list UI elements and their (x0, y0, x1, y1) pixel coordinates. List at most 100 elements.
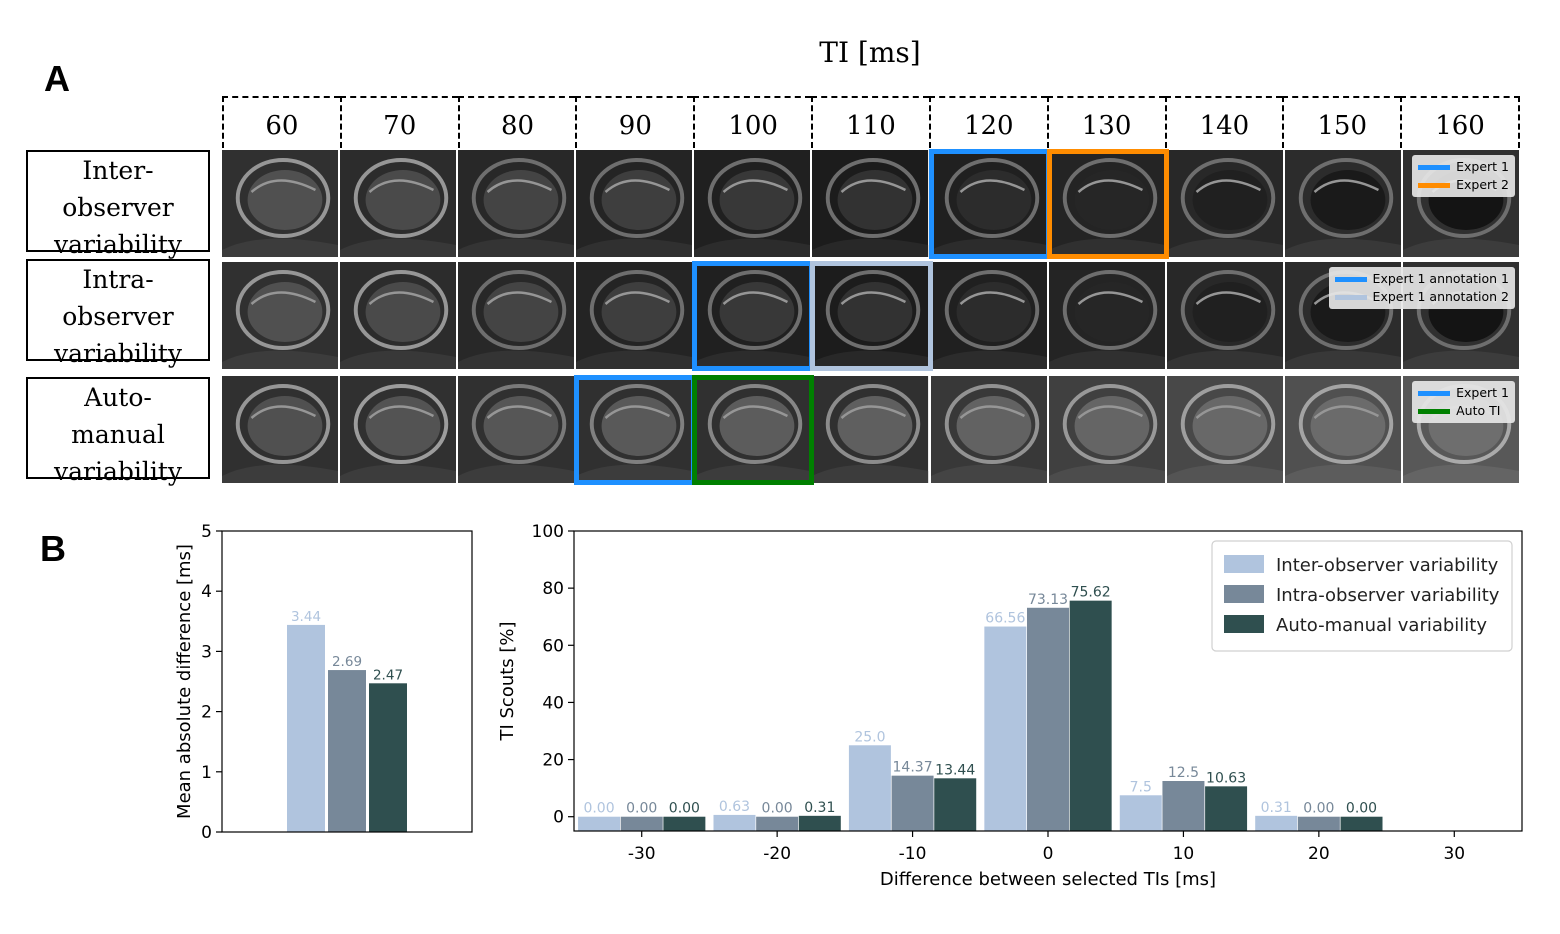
mri-image-tile (694, 376, 813, 483)
bar (1119, 795, 1162, 831)
mri-image-tile (930, 376, 1049, 483)
row-legend: Expert 1 annotation 1 Expert 1 annotation… (1328, 267, 1515, 309)
bar-value-label: 25.0 (854, 729, 885, 745)
ti-column-header: 150 (1282, 96, 1401, 148)
legend-label: Intra-observer variability (1276, 585, 1500, 606)
bar (891, 775, 934, 831)
row-label-line: Intra- (82, 265, 154, 294)
x-tick-label: 30 (1443, 844, 1465, 864)
ti-column-header: 140 (1164, 96, 1283, 148)
bar (663, 816, 706, 831)
row-label-line: Inter- (82, 156, 154, 185)
ti-column-header: 130 (1046, 96, 1165, 148)
bar-value-label: 0.00 (762, 801, 793, 817)
row-legend-item: Expert 1 annotation 2 (1334, 288, 1509, 306)
x-tick-label: 20 (1308, 844, 1330, 864)
y-tick-label: 40 (542, 693, 564, 713)
bar (1205, 786, 1248, 831)
mri-image-tile (222, 376, 341, 483)
row-legend-item: Expert 1 (1418, 158, 1509, 176)
mri-image-tile (458, 150, 577, 257)
x-tick-label: 0 (1043, 844, 1054, 864)
legend-label: Expert 1 (1456, 385, 1509, 400)
bar (934, 778, 977, 831)
y-tick-label: 5 (201, 522, 212, 542)
mri-image-tile (222, 150, 341, 257)
y-tick-label: 0 (553, 808, 564, 828)
row-label-line: Auto- (84, 383, 152, 412)
ti-column-header: 100 (693, 96, 812, 148)
row-label-line: observer (62, 302, 174, 331)
row-legend-item: Expert 1 annotation 1 (1334, 270, 1509, 288)
legend-label: Expert 1 (1456, 159, 1509, 174)
y-tick-label: 60 (542, 636, 564, 656)
row-legend-item: Expert 1 (1418, 384, 1509, 402)
mri-image-tile (222, 262, 341, 369)
bar-value-label: 0.31 (804, 800, 835, 816)
mri-image-tile (458, 262, 577, 369)
bar-value-label: 14.37 (893, 760, 933, 776)
panel-a-letter: A (44, 58, 70, 99)
row-legend: Expert 1 Expert 2 (1412, 155, 1515, 197)
bar-value-label: 0.31 (1261, 800, 1292, 816)
x-axis-label: Difference between selected TIs [ms] (880, 869, 1216, 890)
y-tick-label: 20 (542, 751, 564, 771)
axes-frame (573, 530, 1523, 832)
bar (1255, 815, 1298, 831)
row-label: Inter-observer variability (26, 150, 210, 259)
mri-image-tile (1284, 376, 1403, 483)
row-label-line: observer (62, 193, 174, 222)
ti-axis-title: TI [ms] (819, 36, 921, 69)
mri-image-tile (576, 150, 695, 257)
ti-column-header: 70 (339, 96, 458, 148)
mri-image-tile (694, 262, 813, 369)
bar (287, 624, 325, 832)
legend-label: Expert 1 annotation 2 (1372, 289, 1509, 304)
legend-label: Auto-manual variability (1276, 615, 1487, 636)
bar-value-label: 0.00 (1346, 801, 1377, 817)
bar-value-label: 0.63 (719, 799, 750, 815)
mri-image-strip (222, 262, 1522, 369)
bar-value-label: 75.62 (1071, 585, 1111, 601)
bar (328, 670, 366, 832)
mri-image-tile (812, 150, 931, 257)
y-tick-label: 3 (201, 642, 212, 662)
row-label-line: manual (71, 420, 165, 449)
mri-image-tile (812, 376, 931, 483)
legend-swatch (1334, 276, 1367, 282)
legend-swatch (1224, 585, 1264, 603)
mri-image-tile (340, 376, 459, 483)
legend-label: Auto TI (1456, 403, 1501, 418)
bar-value-label: 12.5 (1168, 765, 1199, 781)
mri-image-tile (1284, 150, 1403, 257)
row-legend-item: Expert 2 (1418, 176, 1509, 194)
ti-column-header: 110 (811, 96, 929, 148)
bar-value-label: 10.63 (1206, 770, 1246, 786)
legend-swatch (1418, 164, 1451, 170)
bar-value-label: 0.00 (1303, 801, 1334, 817)
y-tick-label: 0 (201, 823, 212, 843)
bar (984, 626, 1027, 831)
row-label-line: variability (53, 457, 183, 486)
bar-value-label: 0.00 (669, 801, 700, 817)
bar (369, 683, 407, 832)
bar-value-label: 66.56 (985, 611, 1025, 627)
row-label-line: variability (53, 339, 183, 368)
mean-abs-diff-chart: 0 1 2 3 4 5 3.44 2.69 2.47 Mean absolute differen… (174, 522, 473, 843)
legend-label: Expert 2 (1456, 177, 1509, 192)
mri-image-tile (930, 262, 1049, 369)
bar (620, 816, 663, 831)
legend-swatch (1334, 294, 1367, 300)
bar (1162, 781, 1205, 831)
bar-value-label: 73.13 (1028, 592, 1068, 608)
mri-image-tile (576, 376, 695, 483)
mri-image-tile (1166, 262, 1285, 369)
x-tick-label: -30 (628, 844, 656, 864)
bar (798, 815, 841, 831)
mri-image-strip (222, 376, 1522, 483)
bar (1297, 816, 1340, 831)
mri-image-tile (1048, 262, 1167, 369)
mri-image-tile (340, 262, 459, 369)
mri-image-tile (930, 150, 1049, 257)
mri-image-tile (1166, 376, 1285, 483)
